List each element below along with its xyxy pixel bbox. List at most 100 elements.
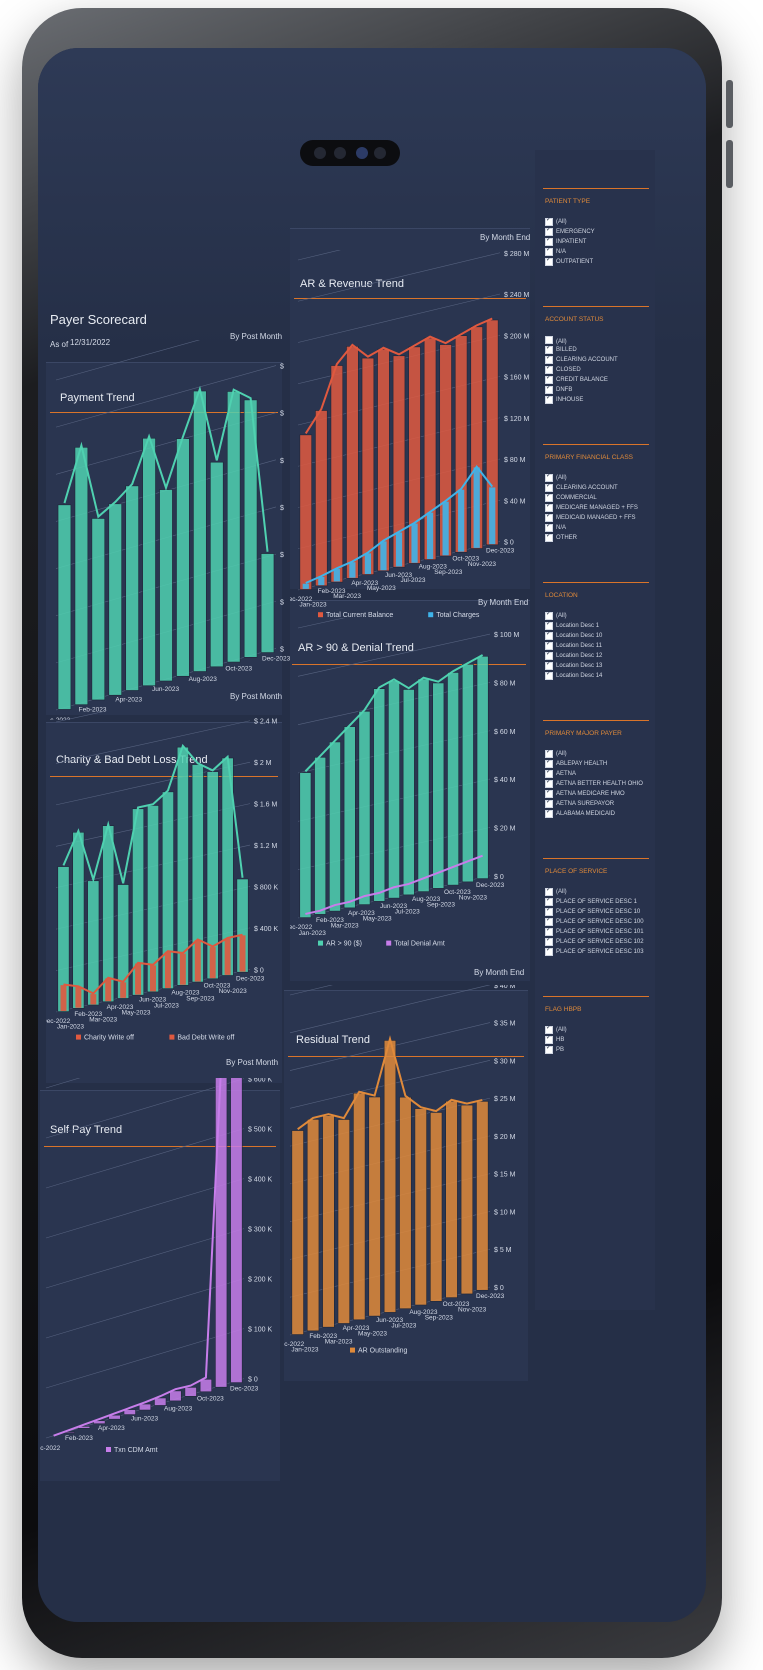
filter-checkbox-item[interactable]: CLOSED: [545, 366, 581, 374]
checkbox-icon[interactable]: [545, 800, 553, 808]
filter-checkbox-item[interactable]: CLEARING ACCOUNT: [545, 356, 618, 364]
checkbox-icon[interactable]: [545, 218, 553, 226]
checkbox-icon[interactable]: [545, 248, 553, 256]
filter-checkbox-item[interactable]: AETNA SUREPAYOR: [545, 800, 614, 808]
checkbox-icon[interactable]: [545, 258, 553, 266]
checkbox-icon[interactable]: [545, 672, 553, 680]
checkbox-icon[interactable]: [545, 908, 553, 916]
residual-ytick: $ 20 M: [494, 1134, 516, 1141]
checkbox-icon[interactable]: [545, 396, 553, 404]
filter-checkbox-item[interactable]: N/A: [545, 248, 566, 256]
checkbox-icon[interactable]: [545, 662, 553, 670]
checkbox-icon[interactable]: [545, 770, 553, 778]
checkbox-icon[interactable]: [545, 228, 553, 236]
filter-checkbox-item[interactable]: AETNA BETTER HEALTH OHIO: [545, 780, 643, 788]
selfpay-bar: [93, 1420, 106, 1425]
filter-checkbox-item[interactable]: (All): [545, 612, 567, 620]
filter-checkbox-item[interactable]: PLACE OF SERVICE DESC 100: [545, 918, 644, 926]
checkbox-icon[interactable]: [545, 928, 553, 936]
checkbox-icon[interactable]: [545, 524, 553, 532]
filter-checkbox-item[interactable]: ALABAMA MEDICAID: [545, 810, 615, 818]
filter-checkbox-item[interactable]: PLACE OF SERVICE DESC 101: [545, 928, 644, 936]
filter-checkbox-item[interactable]: Location Desc 13: [545, 662, 602, 670]
filter-checkbox-item[interactable]: Location Desc 12: [545, 652, 602, 660]
ar90-bar: [417, 678, 430, 892]
checkbox-icon[interactable]: [545, 484, 553, 492]
ar90-ytick: $ 40 M: [494, 777, 516, 784]
filter-checkbox-item[interactable]: ABLEPAY HEALTH: [545, 760, 607, 768]
ar90-bar: [432, 682, 445, 889]
checkbox-icon[interactable]: [545, 366, 553, 374]
filter-checkbox-item[interactable]: EMERGENCY: [545, 228, 595, 236]
checkbox-icon[interactable]: [545, 504, 553, 512]
checkbox-icon[interactable]: [545, 346, 553, 354]
filter-checkbox-item[interactable]: INHOUSE: [545, 396, 583, 404]
checkbox-icon[interactable]: [545, 336, 553, 344]
ar90-chart-period: By Month End: [478, 598, 529, 607]
checkbox-icon[interactable]: [545, 750, 553, 758]
checkbox-icon[interactable]: [545, 612, 553, 620]
filter-checkbox-item[interactable]: CREDIT BALANCE: [545, 376, 608, 384]
checkbox-icon[interactable]: [545, 632, 553, 640]
filter-checkbox-item[interactable]: OTHER: [545, 534, 577, 542]
charity-legend-swatch: [169, 1034, 175, 1040]
filter-checkbox-item[interactable]: DNFB: [545, 386, 572, 394]
checkbox-icon[interactable]: [545, 622, 553, 630]
checkbox-icon[interactable]: [545, 356, 553, 364]
filter-checkbox-item[interactable]: AETNA: [545, 770, 576, 778]
filter-checkbox-item[interactable]: BILLED: [545, 346, 577, 354]
filter-checkbox-item[interactable]: Location Desc 1: [545, 622, 599, 630]
checkbox-icon[interactable]: [545, 238, 553, 246]
residual-xlabel: Nov-2023: [458, 1306, 487, 1313]
checkbox-icon[interactable]: [545, 1026, 553, 1034]
checkbox-icon[interactable]: [545, 534, 553, 542]
filter-checkbox-item[interactable]: CLEARING ACCOUNT: [545, 484, 618, 492]
checkbox-icon[interactable]: [545, 514, 553, 522]
filter-checkbox-item[interactable]: HB: [545, 1036, 564, 1044]
checkbox-icon[interactable]: [545, 760, 553, 768]
ar-bar2: [380, 541, 387, 571]
filter-checkbox-item[interactable]: N/A: [545, 524, 566, 532]
filter-checkbox-item[interactable]: INPATIENT: [545, 238, 586, 246]
residual-xlabel: Dec-2022: [284, 1341, 305, 1348]
checkbox-icon[interactable]: [545, 948, 553, 956]
filter-checkbox-item[interactable]: MEDICAID MANAGED + FFS: [545, 514, 636, 522]
filter-checkbox-item[interactable]: (All): [545, 474, 567, 482]
filter-checkbox-item[interactable]: AETNA MEDICARE HMO: [545, 790, 625, 798]
filter-checkbox-item[interactable]: Location Desc 14: [545, 672, 602, 680]
filter-checkbox-item[interactable]: PLACE OF SERVICE DESC 1: [545, 898, 637, 906]
checkbox-icon[interactable]: [545, 898, 553, 906]
filter-checkbox-item[interactable]: PLACE OF SERVICE DESC 102: [545, 938, 644, 946]
checkbox-icon[interactable]: [545, 494, 553, 502]
filter-checkbox-item[interactable]: Location Desc 10: [545, 632, 602, 640]
payment-gridline: [55, 365, 277, 428]
filter-checkbox-item[interactable]: (All): [545, 336, 567, 345]
filter-item-label: BILLED: [556, 347, 577, 353]
filter-item-label: (All): [556, 219, 567, 225]
checkbox-icon[interactable]: [545, 386, 553, 394]
checkbox-icon[interactable]: [545, 790, 553, 798]
filter-checkbox-item[interactable]: Location Desc 11: [545, 642, 602, 650]
filter-checkbox-item[interactable]: (All): [545, 1026, 567, 1034]
filter-checkbox-item[interactable]: MEDICARE MANAGED + FFS: [545, 504, 638, 512]
checkbox-icon[interactable]: [545, 376, 553, 384]
checkbox-icon[interactable]: [545, 642, 553, 650]
filter-checkbox-item[interactable]: OUTPATIENT: [545, 258, 593, 266]
checkbox-icon[interactable]: [545, 810, 553, 818]
filter-checkbox-item[interactable]: COMMERCIAL: [545, 494, 597, 502]
checkbox-icon[interactable]: [545, 938, 553, 946]
checkbox-icon[interactable]: [545, 888, 553, 896]
checkbox-icon[interactable]: [545, 1046, 553, 1054]
filter-checkbox-item[interactable]: PLACE OF SERVICE DESC 10: [545, 908, 640, 916]
checkbox-icon[interactable]: [545, 474, 553, 482]
selfpay-legend-label: Txn CDM Amt: [114, 1447, 158, 1454]
checkbox-icon[interactable]: [545, 1036, 553, 1044]
checkbox-icon[interactable]: [545, 918, 553, 926]
filter-checkbox-item[interactable]: PLACE OF SERVICE DESC 103: [545, 948, 644, 956]
filter-checkbox-item[interactable]: PB: [545, 1046, 564, 1054]
filter-checkbox-item[interactable]: (All): [545, 218, 567, 226]
checkbox-icon[interactable]: [545, 780, 553, 788]
checkbox-icon[interactable]: [545, 652, 553, 660]
filter-checkbox-item[interactable]: (All): [545, 750, 567, 758]
filter-checkbox-item[interactable]: (All): [545, 888, 567, 896]
